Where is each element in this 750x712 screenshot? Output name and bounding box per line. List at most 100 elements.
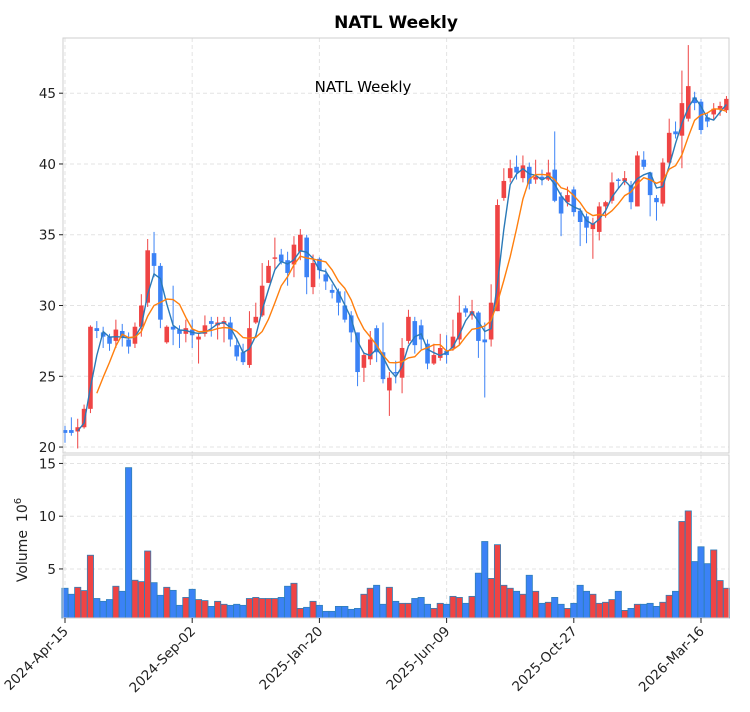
volume-bar (417, 597, 425, 619)
volume-bar (646, 602, 654, 619)
x-ticks: 2024-Apr-15 2024-Sep-02 2025-Jan-20 2025-Ju… (1, 618, 708, 697)
volume-bar (583, 590, 591, 619)
volume-bar (525, 574, 533, 619)
volume-bar (379, 603, 387, 619)
volume-bar (284, 585, 292, 619)
candle-body (418, 325, 424, 340)
candle-body (355, 332, 360, 373)
volume-bar (640, 603, 648, 619)
candle-body (571, 189, 577, 213)
candle-body (685, 86, 691, 119)
x-tick-label: 2026-Mar-16 (636, 624, 708, 696)
volume-bar (277, 597, 285, 619)
volume-bar (334, 605, 342, 619)
volume-bar (385, 586, 393, 619)
candle-body (679, 103, 685, 136)
candle-body (558, 196, 564, 214)
volume-bar (411, 598, 419, 619)
candle-body (692, 97, 697, 104)
volume-bar (621, 610, 629, 619)
volume-bar (67, 593, 75, 619)
volume-bar (557, 603, 565, 619)
candle-body (705, 117, 710, 122)
volume-bars (61, 467, 730, 619)
volume-bar (290, 582, 298, 619)
candle-body (342, 305, 348, 320)
volume-bar (175, 604, 183, 619)
candle-body (100, 332, 106, 337)
candle-body (654, 197, 659, 203)
volume-bar (239, 604, 247, 619)
candle-body (431, 355, 437, 364)
candle-body (393, 372, 399, 374)
candle-body (113, 329, 119, 341)
volume-bar (436, 602, 444, 619)
candle-body (463, 308, 468, 313)
price-grid (63, 38, 729, 453)
candle-body (151, 253, 157, 266)
candle-body (317, 258, 322, 271)
volume-bar (563, 607, 571, 619)
price-tick-label: 40 (39, 157, 56, 173)
volume-bar (500, 584, 508, 619)
candle-body (539, 176, 545, 180)
candle-body (711, 108, 717, 115)
volume-bar (487, 578, 495, 619)
candles (62, 45, 729, 449)
candle-body (387, 377, 392, 391)
candle-body (253, 316, 259, 323)
price-tick-label: 30 (39, 299, 56, 315)
price-tick-label: 25 (39, 369, 56, 385)
candle-body (660, 162, 666, 204)
candle-body (412, 321, 418, 346)
volume-bar (252, 597, 260, 619)
candle-body (126, 339, 131, 347)
candle-body (75, 427, 81, 432)
volume-bar (576, 584, 584, 619)
candle-body (291, 244, 297, 265)
x-tick-label: 2025-Jun-09 (383, 624, 453, 694)
candle-body (158, 265, 163, 320)
volume-bar (347, 608, 355, 619)
volume-bar (716, 580, 724, 619)
volume-bar (665, 594, 673, 619)
candle-body (107, 336, 112, 344)
volume-bar (678, 521, 686, 619)
x-tick-label: 2024-Sep-02 (126, 624, 199, 697)
volume-bar (443, 603, 451, 619)
candle-body (476, 312, 481, 341)
volume-bar (99, 600, 107, 619)
candle-body (132, 326, 138, 344)
candle-body (450, 336, 456, 348)
candle-body (507, 168, 513, 179)
volume-bar (360, 593, 368, 619)
candle-body (196, 336, 201, 340)
volume-tick-label: 5 (47, 562, 56, 578)
volume-bar (131, 579, 139, 619)
volume-axis-label: Volume 106 (13, 498, 31, 582)
candle-body (495, 205, 500, 312)
candle-body (367, 339, 373, 360)
volume-bar (519, 593, 527, 619)
volume-bar (449, 595, 457, 619)
candle-body (533, 176, 538, 180)
volume-bar (106, 599, 114, 619)
volume-bar (86, 554, 94, 619)
candle-body (69, 430, 74, 433)
candle-body (145, 250, 150, 303)
volume-bar (220, 603, 228, 619)
volume-bar (691, 561, 699, 619)
candle-body (361, 355, 367, 368)
volume-bar (195, 599, 203, 619)
candle-body (577, 210, 583, 223)
volume-bar (366, 587, 374, 619)
volume-bar (271, 598, 279, 619)
volume-bar (506, 587, 514, 619)
volume-bar (703, 563, 711, 619)
candle-body (520, 165, 526, 179)
volume-bar (188, 588, 196, 619)
candle-body (310, 263, 316, 288)
volume-bar (341, 605, 349, 619)
volume-bar (659, 601, 667, 619)
candle-body (635, 155, 640, 207)
